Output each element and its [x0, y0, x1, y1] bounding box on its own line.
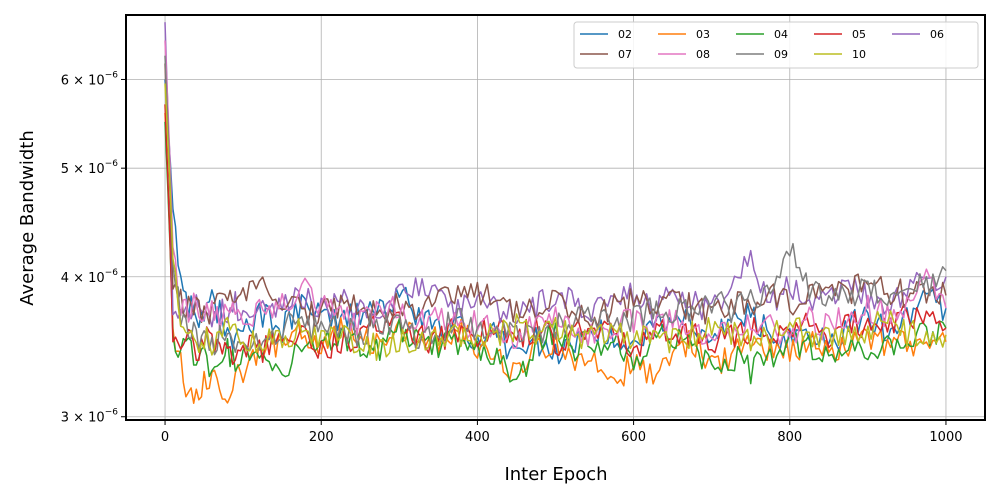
y-tick-label: 5 × 10−6	[61, 159, 119, 177]
y-tick-label-base: 6 × 10	[61, 73, 105, 88]
legend-label-09: 09	[774, 48, 788, 61]
y-tick-label-base: 3 × 10	[61, 411, 105, 426]
series-line-08	[164, 40, 947, 349]
series-line-04	[164, 121, 947, 385]
legend-label-07: 07	[618, 48, 632, 61]
legend-label-10: 10	[852, 48, 866, 61]
x-tick-label: 800	[777, 430, 802, 445]
series-line-07	[164, 63, 947, 330]
y-tick-label-base: 4 × 10	[61, 271, 105, 286]
y-tick-label-exponent: −6	[105, 159, 119, 169]
y-tick-label-exponent: −6	[105, 70, 119, 80]
legend-label-04: 04	[774, 28, 788, 41]
x-tick-label: 400	[465, 430, 490, 445]
legend-label-02: 02	[618, 28, 632, 41]
y-axis-title: Average Bandwidth	[17, 130, 38, 305]
legend: 02 03 04 05 06 07 08 09 10	[573, 21, 979, 69]
series-line-09	[164, 55, 947, 356]
series-line-03	[164, 112, 947, 405]
y-tick-label-base: 5 × 10	[61, 162, 105, 177]
grid	[126, 15, 985, 420]
series-lines	[164, 22, 947, 405]
y-tick-label: 3 × 10−6	[61, 408, 119, 426]
x-tick-label: 200	[309, 430, 334, 445]
y-tick-label: 4 × 10−6	[61, 268, 119, 286]
plot-frame	[125, 14, 986, 421]
legend-label-08: 08	[696, 48, 710, 61]
y-tick-label-exponent: −6	[105, 408, 119, 418]
x-tick-label: 1000	[929, 430, 962, 445]
legend-label-03: 03	[696, 28, 710, 41]
y-tick-label: 6 × 10−6	[61, 70, 119, 88]
x-axis-title: Inter Epoch	[504, 464, 607, 485]
y-tick-label-exponent: −6	[105, 268, 119, 278]
x-tick-label: 600	[621, 430, 646, 445]
series-line-06	[164, 22, 947, 328]
legend-label-06: 06	[930, 28, 944, 41]
series-line-10	[164, 83, 947, 362]
x-tick-label: 0	[161, 430, 169, 445]
legend-label-05: 05	[852, 28, 866, 41]
